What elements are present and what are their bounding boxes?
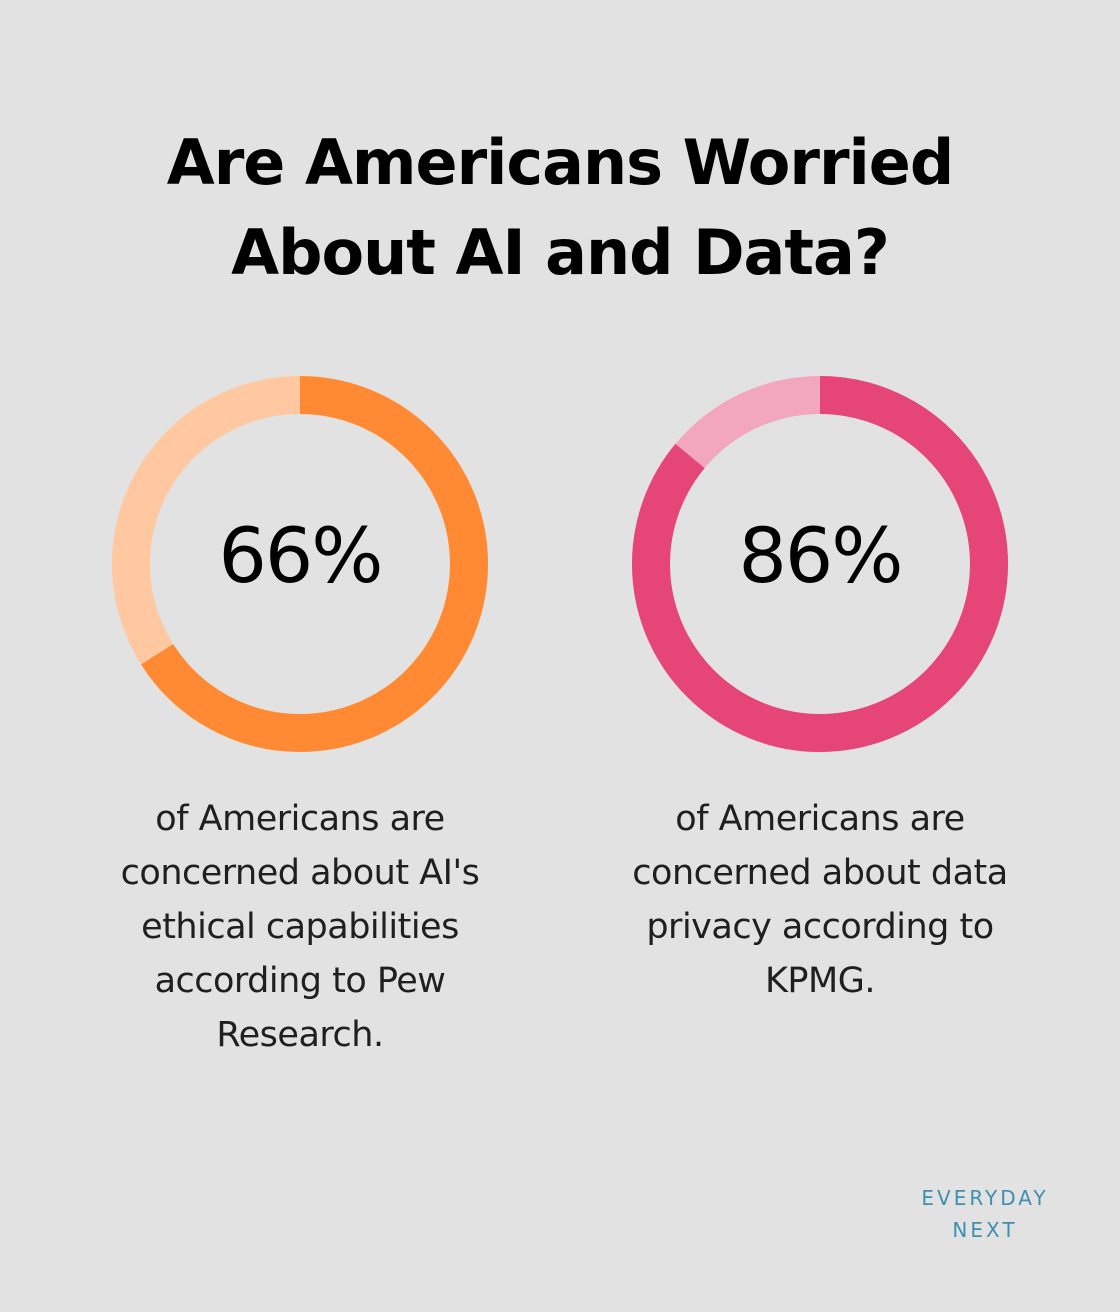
logo-line-2: NEXT (952, 1218, 1018, 1242)
caption-privacy: of Americans are concerned about data pr… (610, 792, 1030, 1008)
caption-ethics-line: Research. (216, 1015, 384, 1055)
caption-privacy-line: privacy according to (646, 907, 994, 947)
caption-ethics-line: of Americans are (155, 799, 445, 839)
donut-svg-privacy (632, 376, 1008, 752)
caption-ethics-line: concerned about AI's (120, 853, 480, 893)
caption-privacy-line: KPMG. (764, 961, 876, 1001)
logo-line-1: EVERYDAY (921, 1186, 1049, 1210)
caption-privacy-line: of Americans are (675, 799, 965, 839)
caption-ethics-line: ethical capabilities (141, 907, 459, 947)
donut-value-arc-ethics (112, 376, 488, 752)
title-line-2: About AI and Data? (231, 216, 890, 289)
caption-ethics: of Americans are concerned about AI's et… (90, 792, 510, 1062)
percentage-label-ethics: 66% (218, 511, 384, 600)
title-line-1: Are Americans Worried (166, 126, 954, 199)
percentage-label-privacy: 86% (738, 511, 904, 600)
brand-logo: EVERYDAY NEXT (900, 1182, 1070, 1246)
caption-privacy-line: concerned about data (632, 853, 1008, 893)
donut-svg-ethics (112, 376, 488, 752)
donut-chart-privacy: 86% (632, 376, 1008, 752)
donut-value-arc-privacy (632, 376, 1008, 752)
donut-chart-ethics: 66% (112, 376, 488, 752)
caption-ethics-line: according to Pew (154, 961, 446, 1001)
page-title: Are Americans Worried About AI and Data? (0, 118, 1120, 298)
